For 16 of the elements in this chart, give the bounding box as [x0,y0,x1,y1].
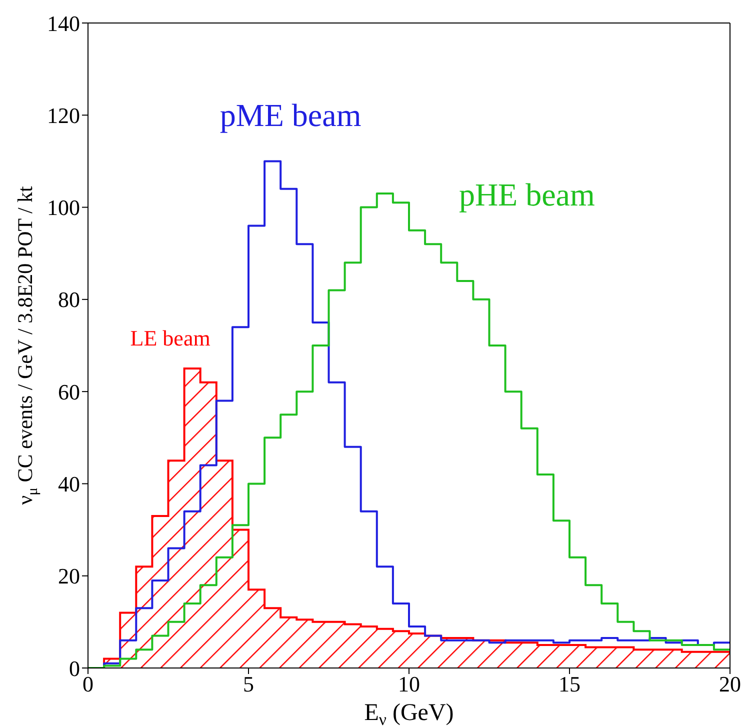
y-tick-label: 40 [58,472,80,497]
series-label: pHE beam [458,176,596,212]
y-tick-label: 80 [58,287,80,312]
x-tick-label: 10 [398,672,420,697]
x-tick-label: 20 [719,672,741,697]
y-tick-label: 140 [47,10,80,36]
x-axis-title: E$_{ν}$ (GeV) [364,700,454,726]
y-tick-label: 0 [69,656,80,681]
y-tick-label: 20 [58,564,80,589]
series-label: LE beam [130,326,210,351]
series-label: pME beam [220,97,362,134]
y-tick-label: 100 [47,195,80,220]
x-tick-label: 15 [558,672,580,697]
y-tick-label: 120 [47,102,80,128]
x-tick-label: 5 [243,672,254,697]
y-tick-label: 60 [58,379,80,404]
